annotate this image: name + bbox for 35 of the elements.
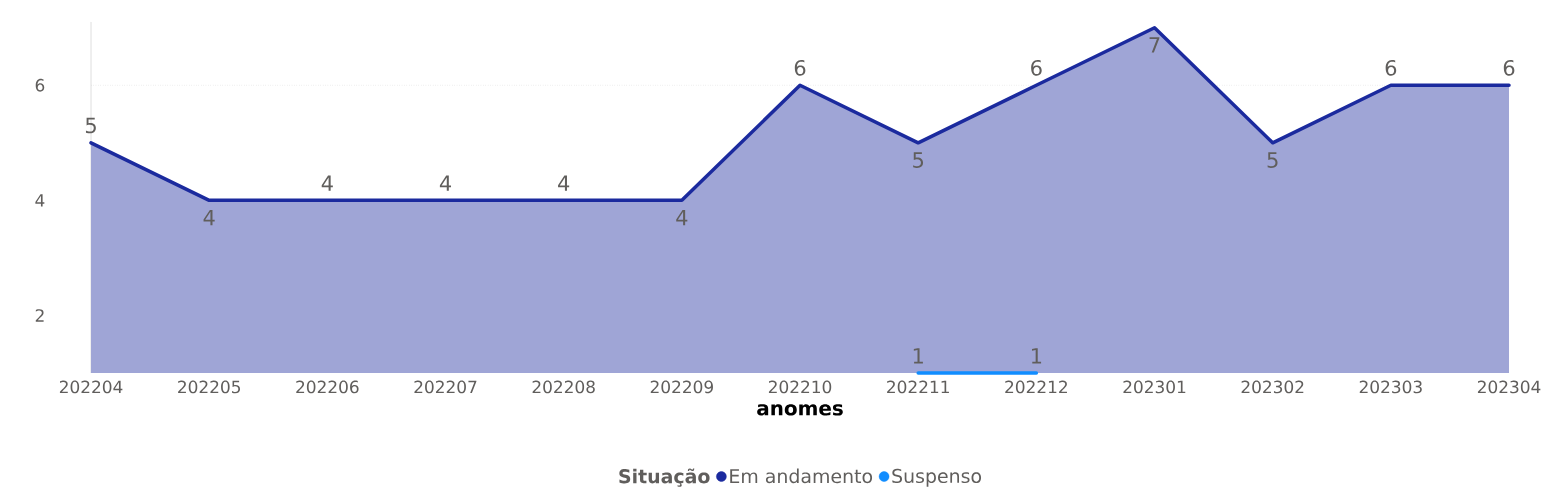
legend-label: Suspenso — [892, 468, 982, 487]
x-tick-label: 202204 — [59, 380, 123, 394]
data-label: 5 — [85, 117, 96, 134]
x-tick-label: 202207 — [414, 380, 477, 394]
legend-title: Situação — [619, 468, 710, 487]
data-label: 1 — [1031, 348, 1042, 364]
data-label: 6 — [1385, 59, 1397, 76]
data-label: 4 — [676, 209, 688, 226]
x-tick-label: 202206 — [296, 380, 359, 394]
data-label: 4 — [439, 175, 451, 191]
x-tick-label: 202301 — [1123, 380, 1186, 394]
x-tick-label: 202304 — [1477, 380, 1541, 394]
x-tick-label: 202212 — [1005, 380, 1067, 394]
data-label: 7 — [1149, 37, 1160, 53]
x-tick-label: 202211 — [887, 380, 949, 394]
x-axis-title: anomes — [757, 404, 843, 416]
data-label: 6 — [1031, 59, 1042, 76]
y-tick-label: 6 — [35, 78, 45, 92]
data-label: 5 — [1267, 152, 1278, 168]
data-label: 4 — [203, 209, 215, 226]
data-label: 6 — [1503, 59, 1515, 76]
data-label: 4 — [558, 175, 570, 191]
x-tick-label: 202205 — [178, 380, 241, 394]
y-tick-label: 4 — [35, 194, 45, 207]
x-tick-label: 202209 — [650, 380, 713, 394]
x-tick-label: 202302 — [1241, 380, 1304, 394]
y-tick-label: 2 — [35, 309, 44, 322]
legend-label: Em andamento — [730, 468, 873, 484]
data-label: 5 — [913, 152, 924, 168]
data-label: 6 — [794, 59, 806, 76]
data-label: 1 — [913, 348, 923, 364]
x-tick-label: 202303 — [1359, 380, 1422, 394]
x-tick-label: 202210 — [768, 380, 832, 394]
data-label: 4 — [321, 175, 333, 191]
x-tick-label: 202208 — [532, 380, 595, 394]
